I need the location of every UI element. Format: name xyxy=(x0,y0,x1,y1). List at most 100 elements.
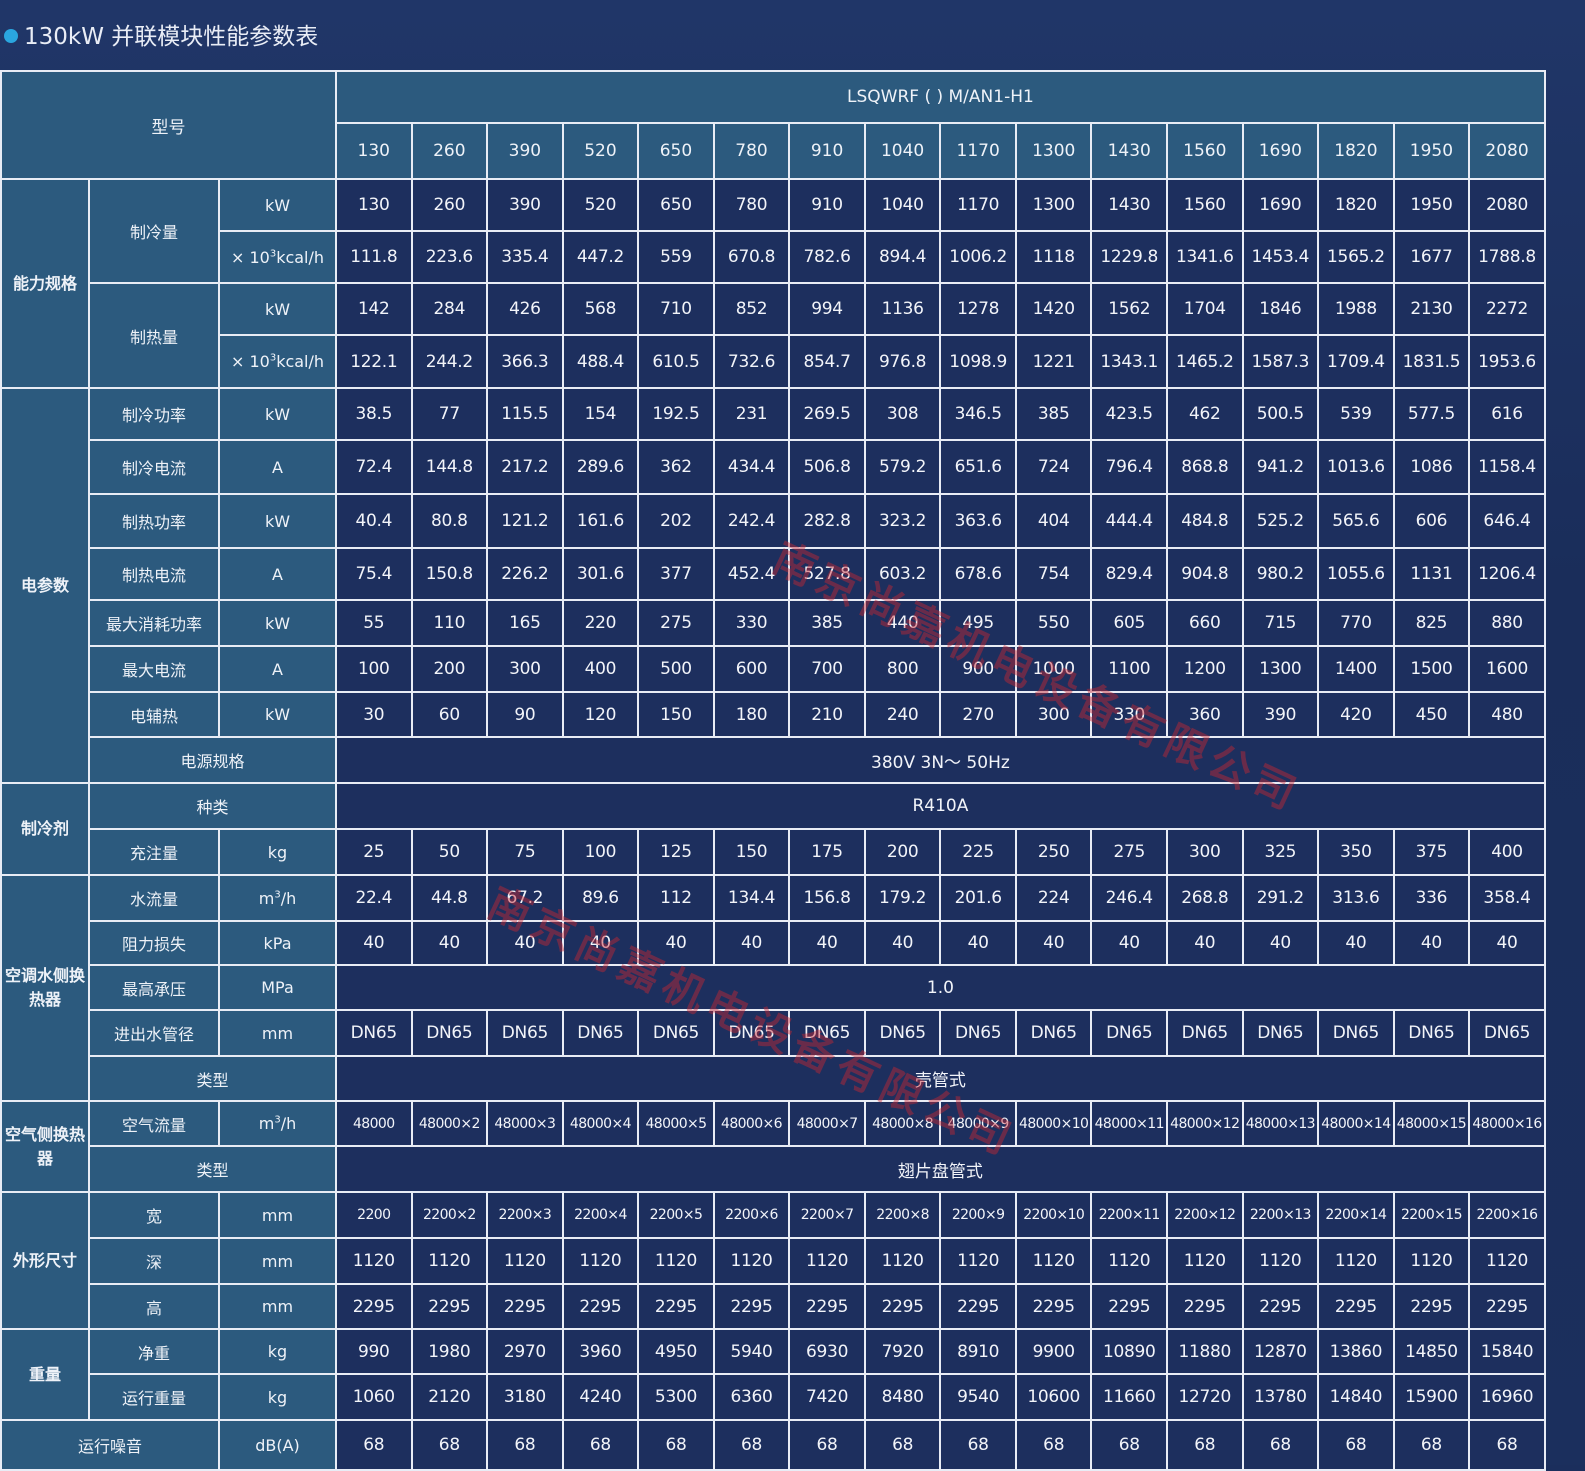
unit-suffix: /h xyxy=(280,1114,297,1133)
model-number: 1300 xyxy=(1014,122,1093,180)
value-cell: 9900 xyxy=(1014,1328,1093,1375)
value-cell: 3960 xyxy=(561,1328,640,1375)
value-cell: 120 xyxy=(561,691,640,738)
row-label-pressure-loss: 阻力损失 xyxy=(88,920,220,966)
value-cell: 10600 xyxy=(1014,1373,1093,1421)
value-cell: DN65 xyxy=(561,1009,640,1057)
unit-m3h: m3/h xyxy=(218,874,337,922)
value-cell: 1120 xyxy=(788,1237,866,1285)
value-cell: 610.5 xyxy=(637,334,715,389)
model-label: 型号 xyxy=(0,70,337,180)
value-cell: 1040 xyxy=(863,178,942,232)
value-cell: 89.6 xyxy=(561,874,640,922)
value-cell: 358.4 xyxy=(1468,874,1546,922)
value-cell: 68 xyxy=(1468,1419,1546,1471)
value-cell: 11660 xyxy=(1090,1373,1169,1421)
value-cell: 125 xyxy=(637,828,715,876)
value-cell: 40 xyxy=(486,920,564,966)
value-cell: 201.6 xyxy=(939,874,1017,922)
model-number: 1170 xyxy=(939,122,1017,180)
model-number: 2080 xyxy=(1468,122,1546,180)
unit-kpa: kPa xyxy=(218,920,337,966)
value-cell: 1453.4 xyxy=(1241,230,1320,284)
value-cell: 48000×15 xyxy=(1392,1100,1471,1147)
row-label-cooling-capacity: 制冷量 xyxy=(88,178,220,284)
unit-prefix: × 10 xyxy=(230,352,270,371)
row-label-net-weight: 净重 xyxy=(88,1328,220,1375)
value-cell: 616 xyxy=(1468,387,1546,441)
value-cell: 385 xyxy=(788,599,866,647)
value-cell: 782.6 xyxy=(788,230,866,284)
value-cell: 284 xyxy=(410,282,489,336)
value-cell: 67.2 xyxy=(486,874,564,922)
unit-mpa: MPa xyxy=(218,964,337,1011)
value-cell: 1120 xyxy=(1166,1237,1244,1285)
value-cell: 179.2 xyxy=(863,874,942,922)
value-cell: 48000×2 xyxy=(410,1100,489,1147)
value-cell: 2970 xyxy=(486,1328,564,1375)
value-cell: 1343.1 xyxy=(1090,334,1169,389)
value-cell: 68 xyxy=(410,1419,489,1471)
value-cell: DN65 xyxy=(939,1009,1017,1057)
value-cell: 2200×6 xyxy=(712,1191,791,1239)
page-title-text: 130kW 并联模块性能参数表 xyxy=(24,24,319,50)
value-cell: 48000×13 xyxy=(1241,1100,1320,1147)
unit-kw: kW xyxy=(218,282,337,336)
value-cell: 156.8 xyxy=(788,874,866,922)
value-cell: 40 xyxy=(335,920,413,966)
value-cell: 15840 xyxy=(1468,1328,1546,1375)
table-row: 型号 LSQWRF ( ) M/AN1-H1 xyxy=(0,70,1546,180)
value-cell: 9540 xyxy=(939,1373,1017,1421)
value-cell: 1100 xyxy=(1090,645,1169,693)
value-cell: 242.4 xyxy=(712,493,791,549)
value-cell: 77 xyxy=(410,387,489,441)
value-cell: 1465.2 xyxy=(1166,334,1244,389)
value-cell: 40 xyxy=(1317,920,1395,966)
row-label-charge: 充注量 xyxy=(88,828,220,876)
value-cell: 2200×3 xyxy=(486,1191,564,1239)
value-cell: 2200×15 xyxy=(1392,1191,1471,1239)
value-cell: 48000×4 xyxy=(561,1100,640,1147)
row-label-max-pressure: 最高承压 xyxy=(88,964,220,1011)
value-cell: 11880 xyxy=(1166,1328,1244,1375)
value-cell: 6360 xyxy=(712,1373,791,1421)
table-row: 130 260 390 520 650 780 910 1040 1170 1300 1430 156… xyxy=(1,122,1546,180)
value-cell: 68 xyxy=(939,1419,1017,1471)
value-cell: 1820 xyxy=(1317,178,1395,232)
value-cell: 1229.8 xyxy=(1090,230,1169,284)
value-cell: 40 xyxy=(637,920,715,966)
value-cell: 1120 xyxy=(561,1237,640,1285)
value-cell: 366.3 xyxy=(486,334,564,389)
value-cell: 15900 xyxy=(1392,1373,1471,1421)
unit-dba: dB(A) xyxy=(218,1419,337,1471)
value-cell: 1690 xyxy=(1241,178,1320,232)
value-cell: 1831.5 xyxy=(1392,334,1471,389)
value-cell: 710 xyxy=(637,282,715,336)
value-cell: 550 xyxy=(1014,599,1093,647)
value-cell: 40 xyxy=(1014,920,1093,966)
value-cell: 48000×5 xyxy=(637,1100,715,1147)
value-cell: 980.2 xyxy=(1241,547,1320,601)
table-row: 高 mm 2295 2295 2295 2295 2295 2295 2295 2295 2295 2… xyxy=(1,1283,1546,1330)
value-cell: 404 xyxy=(1014,493,1093,549)
table-row: 最大电流 A 100 200 300 400 500 600 700 800 900 1000 1100… xyxy=(1,645,1546,693)
value-cell: 990 xyxy=(335,1328,413,1375)
value-cell: 25 xyxy=(335,828,413,876)
value-cell: DN65 xyxy=(486,1009,564,1057)
value-cell: 1060 xyxy=(335,1373,413,1421)
unit-kg: kg xyxy=(218,828,337,876)
value-cell: 300 xyxy=(1166,828,1244,876)
value-cell: 1980 xyxy=(410,1328,489,1375)
value-cell: 4950 xyxy=(637,1328,715,1375)
value-cell: 2200×13 xyxy=(1241,1191,1320,1239)
unit-a: A xyxy=(218,439,337,495)
value-cell: 40 xyxy=(1241,920,1320,966)
spanning-value-cell: R410A xyxy=(335,782,1546,830)
value-cell: 330 xyxy=(712,599,791,647)
value-cell: 1500 xyxy=(1392,645,1471,693)
value-cell: 330 xyxy=(1090,691,1169,738)
value-cell: 1158.4 xyxy=(1468,439,1546,495)
value-cell: 48000×3 xyxy=(486,1100,564,1147)
unit-mm: mm xyxy=(218,1191,337,1239)
value-cell: 1120 xyxy=(1241,1237,1320,1285)
